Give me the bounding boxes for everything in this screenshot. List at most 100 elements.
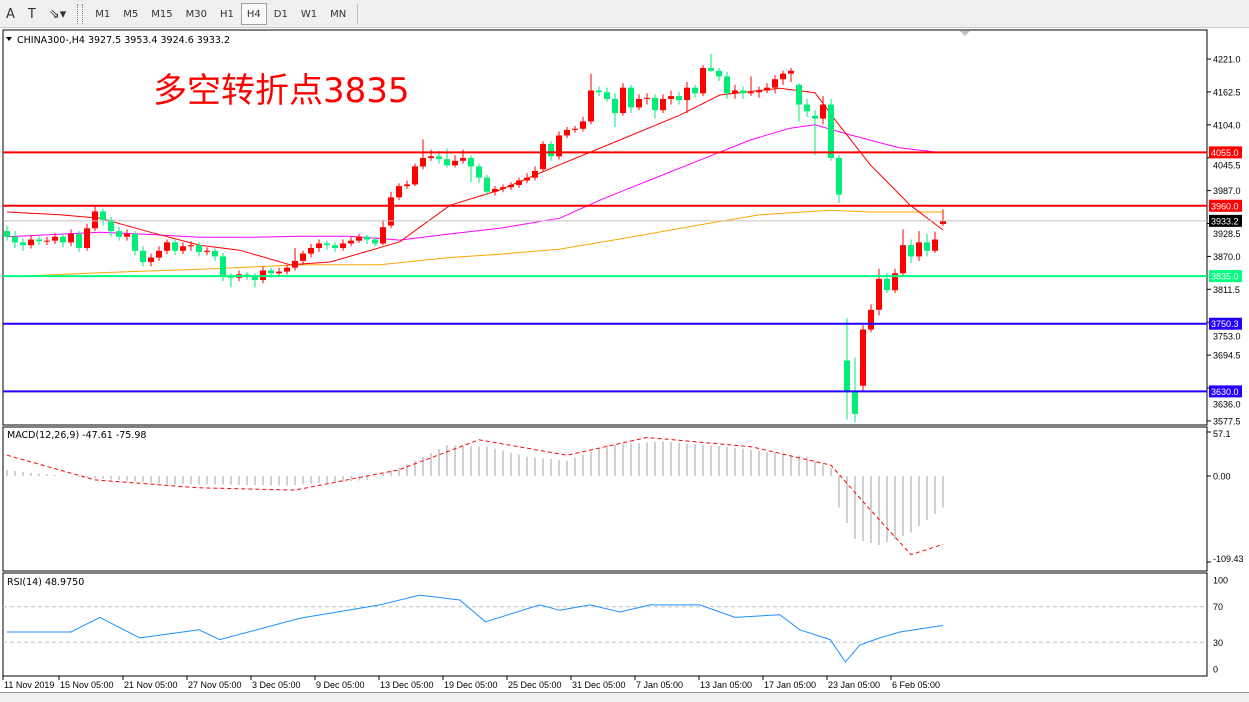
candle-body: [380, 227, 386, 244]
price-tick-label: 4045.5: [1213, 160, 1241, 170]
chart-shift-marker-icon[interactable]: [960, 31, 970, 36]
candle-body: [940, 220, 946, 225]
candle: [604, 87, 610, 102]
candle-body: [308, 247, 314, 254]
candle: [12, 231, 18, 248]
timeframe-m30-button[interactable]: M30: [185, 8, 207, 20]
level-price-badge: [1209, 317, 1242, 330]
candle: [396, 183, 402, 201]
candle: [636, 94, 642, 111]
toolbar: A T ⇘▾ M1 M5 M15 M30 H1 H4 D1 W1 MN: [0, 0, 1249, 28]
time-tick-label: 11 Nov 2019: [4, 680, 54, 690]
candle: [668, 90, 674, 105]
candle-body: [508, 184, 514, 188]
candle-body: [100, 211, 106, 220]
candle-body: [732, 90, 738, 94]
candle: [628, 84, 634, 113]
level-price-badge: [1209, 270, 1242, 283]
candle-body: [636, 98, 642, 108]
candle-body: [844, 360, 850, 392]
candle: [76, 231, 82, 252]
macd-panel: MACD(12,26,9) -47.61 -75.98 57.1 0.00 -109.…: [6, 429, 1244, 564]
symbol-info: CHINA300-,H4 3927.5 3953.4 3924.6 3933.2: [17, 35, 230, 46]
candle-body: [676, 96, 682, 101]
timeframe-h1-button[interactable]: H1: [220, 8, 234, 20]
candle: [372, 237, 378, 247]
price-tick-label: 3870.0: [1213, 252, 1241, 262]
candle: [204, 247, 210, 256]
text-icon[interactable]: A: [6, 6, 15, 22]
candle: [92, 206, 98, 232]
candle: [36, 236, 42, 246]
time-tick-label: 3 Dec 05:00: [252, 680, 301, 690]
candle: [20, 238, 26, 251]
candle: [68, 229, 74, 247]
candle: [492, 186, 498, 196]
candle-body: [164, 242, 170, 251]
timeframe-w1-button[interactable]: W1: [300, 8, 318, 20]
candle: [620, 83, 626, 116]
macd-tick-label: -109.43: [1213, 554, 1244, 564]
candle-body: [76, 233, 82, 248]
candle: [804, 98, 810, 117]
candle: [308, 244, 314, 258]
candle-body: [740, 90, 746, 94]
candle-body: [796, 84, 802, 105]
time-tick-label: 13 Jan 05:00: [700, 680, 752, 690]
candle-body: [596, 90, 602, 93]
candle-body: [468, 157, 474, 167]
timeframe-m1-button[interactable]: M1: [95, 8, 111, 20]
candle-body: [460, 157, 466, 161]
price-tick-label: 4162.5: [1213, 87, 1241, 97]
collapse-triangle-icon[interactable]: [6, 37, 12, 41]
candle: [676, 92, 682, 105]
candle: [652, 94, 658, 119]
candle-body: [364, 236, 370, 240]
candle: [772, 75, 778, 94]
timeframe-mn-button[interactable]: MN: [330, 8, 347, 20]
candle: [564, 127, 570, 139]
candle-body: [140, 250, 146, 263]
candle-body: [284, 267, 290, 272]
candle-body: [828, 104, 834, 158]
macd-title: MACD(12,26,9) -47.61 -75.98: [7, 430, 146, 441]
candle-body: [20, 242, 26, 246]
candle: [516, 177, 522, 188]
candle-body: [348, 240, 354, 244]
candle: [4, 225, 10, 241]
text-label-icon[interactable]: T: [27, 6, 36, 22]
candle-body: [332, 245, 338, 248]
timeframe-m5-button[interactable]: M5: [123, 8, 139, 20]
arrows-dropdown-icon[interactable]: ⇘▾: [48, 6, 67, 22]
price-tick-label: 4221.0: [1213, 55, 1241, 65]
rsi-tick-label: 70: [1213, 602, 1223, 612]
candle: [900, 229, 906, 277]
candle-body: [220, 256, 226, 277]
timeframe-h4-button[interactable]: H4: [240, 2, 267, 25]
ma-slow-line: [6, 209, 943, 278]
candle-body: [628, 87, 634, 108]
candle-body: [524, 177, 530, 181]
candle: [364, 235, 370, 245]
time-tick-label: 21 Nov 05:00: [124, 680, 178, 690]
candle-body: [132, 233, 138, 251]
candle-body: [852, 391, 858, 414]
candle: [556, 131, 562, 160]
candle-body: [700, 67, 706, 94]
candle: [540, 141, 546, 173]
candle: [940, 209, 946, 226]
timeframe-d1-button[interactable]: D1: [273, 8, 288, 20]
bottom-scroll-strip[interactable]: [0, 692, 1249, 702]
candle: [660, 94, 666, 113]
toolbar-grip[interactable]: [77, 3, 84, 24]
candle: [692, 84, 698, 98]
candle-body: [108, 219, 114, 232]
candle-body: [724, 76, 730, 94]
candle: [644, 93, 650, 105]
candle-body: [436, 156, 442, 160]
price-tick-label: 3636.0: [1213, 399, 1241, 409]
time-tick-label: 31 Dec 05:00: [572, 680, 626, 690]
candle-body: [620, 87, 626, 113]
timeframe-m15-button[interactable]: M15: [151, 8, 173, 20]
